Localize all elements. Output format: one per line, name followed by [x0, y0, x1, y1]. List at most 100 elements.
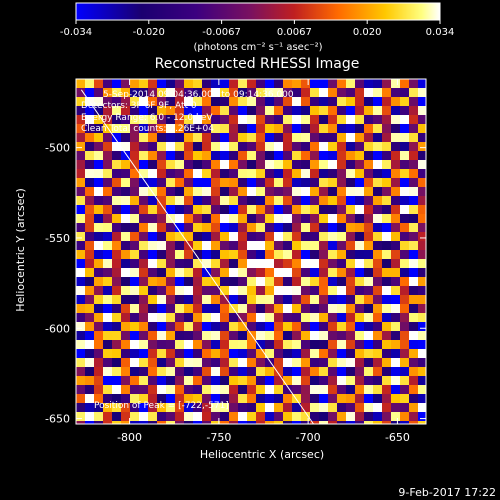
heatmap-cell: [139, 223, 148, 232]
heatmap-cell: [373, 160, 382, 169]
heatmap-cell: [85, 349, 94, 358]
heatmap-cell: [103, 304, 112, 313]
heatmap-cell: [355, 358, 364, 367]
heatmap-cell: [238, 124, 247, 133]
heatmap-cell: [184, 97, 193, 106]
heatmap-cell: [337, 178, 346, 187]
heatmap-cell: [175, 340, 184, 349]
heatmap-cell: [94, 205, 103, 214]
heatmap-cell: [157, 412, 166, 421]
heatmap-cell: [175, 322, 184, 331]
heatmap-cell: [103, 79, 112, 88]
heatmap-cell: [292, 88, 301, 97]
heatmap-cell: [346, 313, 355, 322]
heatmap-cell: [319, 133, 328, 142]
heatmap-cell: [193, 214, 202, 223]
colorbar-tick-label: -0.0067: [202, 27, 241, 38]
heatmap-cell: [247, 160, 256, 169]
heatmap-cell: [238, 313, 247, 322]
heatmap-cell: [346, 88, 355, 97]
heatmap-cell: [391, 232, 400, 241]
heatmap-cell: [373, 250, 382, 259]
heatmap-cell: [391, 313, 400, 322]
heatmap-cell: [94, 421, 103, 424]
heatmap-cell: [265, 268, 274, 277]
heatmap-cell: [418, 403, 426, 412]
heatmap-cell: [337, 349, 346, 358]
heatmap-cell: [292, 340, 301, 349]
heatmap-cell: [283, 349, 292, 358]
heatmap-cell: [328, 304, 337, 313]
heatmap-cell: [310, 358, 319, 367]
heatmap-cell: [328, 106, 337, 115]
heatmap-cell: [238, 79, 247, 88]
heatmap-cell: [391, 124, 400, 133]
heatmap-cell: [166, 286, 175, 295]
heatmap-cell: [373, 394, 382, 403]
heatmap-cell: [382, 223, 391, 232]
heatmap-cell: [148, 223, 157, 232]
heatmap-cell: [274, 79, 283, 88]
heatmap-cell: [301, 241, 310, 250]
heatmap-cell: [148, 214, 157, 223]
heatmap-cell: [346, 160, 355, 169]
heatmap-cell: [157, 205, 166, 214]
heatmap-cell: [319, 340, 328, 349]
heatmap-cell: [319, 376, 328, 385]
heatmap-cell: [139, 295, 148, 304]
heatmap-cell: [319, 304, 328, 313]
heatmap-cell: [337, 268, 346, 277]
heatmap-cell: [328, 115, 337, 124]
heatmap-cell: [166, 250, 175, 259]
heatmap-cell: [346, 394, 355, 403]
heatmap-cell: [175, 421, 184, 424]
heatmap-cell: [148, 331, 157, 340]
heatmap-cell: [247, 313, 256, 322]
heatmap-cell: [364, 187, 373, 196]
heatmap-cell: [283, 250, 292, 259]
heatmap-cell: [400, 160, 409, 169]
heatmap-cell: [265, 124, 274, 133]
heatmap-cell: [130, 358, 139, 367]
heatmap-cell: [292, 250, 301, 259]
heatmap-cell: [184, 394, 193, 403]
heatmap-cell: [157, 421, 166, 424]
heatmap-cell: [193, 277, 202, 286]
heatmap-cell: [247, 358, 256, 367]
heatmap-cell: [346, 115, 355, 124]
heatmap-cell: [337, 331, 346, 340]
heatmap-cell: [211, 394, 220, 403]
heatmap-cell: [220, 115, 229, 124]
heatmap-cell: [346, 142, 355, 151]
heatmap-cell: [184, 259, 193, 268]
heatmap-cell: [175, 259, 184, 268]
heatmap-cell: [400, 277, 409, 286]
heatmap-cell: [103, 421, 112, 424]
heatmap-cell: [157, 241, 166, 250]
heatmap-cell: [346, 259, 355, 268]
heatmap-cell: [121, 349, 130, 358]
heatmap-cell: [166, 340, 175, 349]
heatmap-cell: [400, 385, 409, 394]
heatmap-cell: [121, 394, 130, 403]
heatmap-cell: [175, 250, 184, 259]
heatmap-cell: [274, 205, 283, 214]
heatmap-cell: [337, 115, 346, 124]
heatmap-cell: [319, 169, 328, 178]
heatmap-cell: [202, 358, 211, 367]
heatmap-cell: [121, 421, 130, 424]
heatmap-cell: [265, 88, 274, 97]
heatmap-cell: [184, 250, 193, 259]
heatmap-cell: [319, 385, 328, 394]
heatmap-cell: [103, 286, 112, 295]
heatmap-cell: [157, 286, 166, 295]
heatmap-cell: [76, 385, 85, 394]
heatmap-cell: [364, 178, 373, 187]
heatmap-cell: [184, 313, 193, 322]
heatmap-cell: [166, 241, 175, 250]
heatmap-cell: [373, 421, 382, 424]
heatmap-cell: [355, 412, 364, 421]
heatmap-cell: [130, 133, 139, 142]
heatmap-cell: [292, 151, 301, 160]
heatmap-cell: [409, 277, 418, 286]
